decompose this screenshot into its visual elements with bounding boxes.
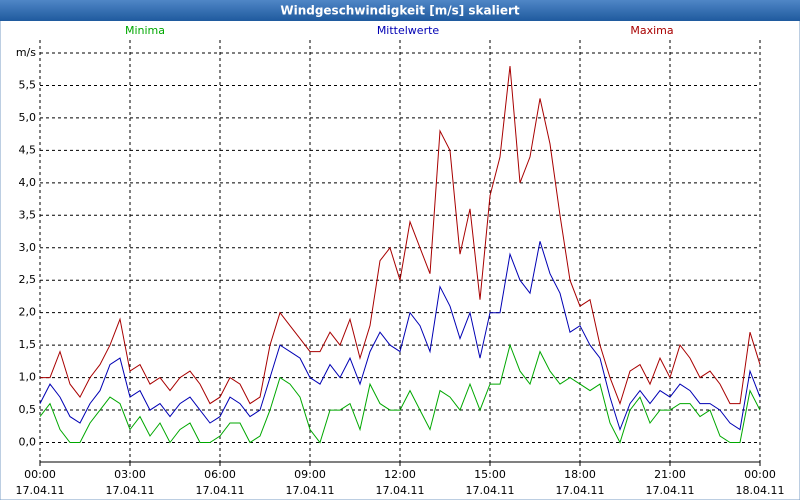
y-tick-label: 4,5 xyxy=(19,143,37,156)
data-line xyxy=(39,343,761,444)
y-tick-label: m/s xyxy=(16,46,36,59)
x-tick-label: 09:00 xyxy=(294,468,326,481)
x-tick-date: 18.04.11 xyxy=(736,484,785,497)
x-tick-date: 17.04.11 xyxy=(106,484,155,497)
x-tick-label: 00:00 xyxy=(744,468,776,481)
y-tick-label: 0,0 xyxy=(19,436,37,449)
y-tick-label: 1,0 xyxy=(19,371,37,384)
y-tick-label: 2,5 xyxy=(19,273,37,286)
y-tick-label: 4,0 xyxy=(19,176,37,189)
y-tick-label: 1,5 xyxy=(19,338,37,351)
x-tick-date: 17.04.11 xyxy=(376,484,425,497)
x-tick-date: 17.04.11 xyxy=(286,484,335,497)
legend-label: Maxima xyxy=(630,24,673,37)
legend-label: Mittelwerte xyxy=(377,24,440,37)
title-bar xyxy=(0,0,800,21)
y-tick-label: 3,0 xyxy=(19,241,37,254)
x-tick-label: 12:00 xyxy=(384,468,416,481)
x-tick-label: 15:00 xyxy=(474,468,506,481)
data-line xyxy=(39,241,761,432)
legend-label: Minima xyxy=(125,24,165,37)
x-tick-date: 17.04.11 xyxy=(556,484,605,497)
x-tick-date: 17.04.11 xyxy=(646,484,695,497)
x-tick-label: 00:00 xyxy=(24,468,56,481)
x-tick-label: 21:00 xyxy=(654,468,686,481)
data-line xyxy=(40,65,761,406)
y-tick-label: 5,0 xyxy=(19,111,37,124)
x-tick-label: 03:00 xyxy=(114,468,146,481)
x-tick-date: 17.04.11 xyxy=(196,484,245,497)
chart-title: Windgeschwindigkeit [m/s] skaliert xyxy=(280,4,520,18)
y-tick-label: 5,5 xyxy=(19,78,37,91)
y-tick-label: 2,0 xyxy=(19,306,37,319)
y-tick-label: 3,5 xyxy=(19,208,37,221)
x-tick-date: 17.04.11 xyxy=(16,484,65,497)
x-tick-label: 06:00 xyxy=(204,468,236,481)
x-tick-date: 17.04.11 xyxy=(466,484,515,497)
y-tick-label: 0,5 xyxy=(19,403,37,416)
x-tick-label: 18:00 xyxy=(564,468,596,481)
